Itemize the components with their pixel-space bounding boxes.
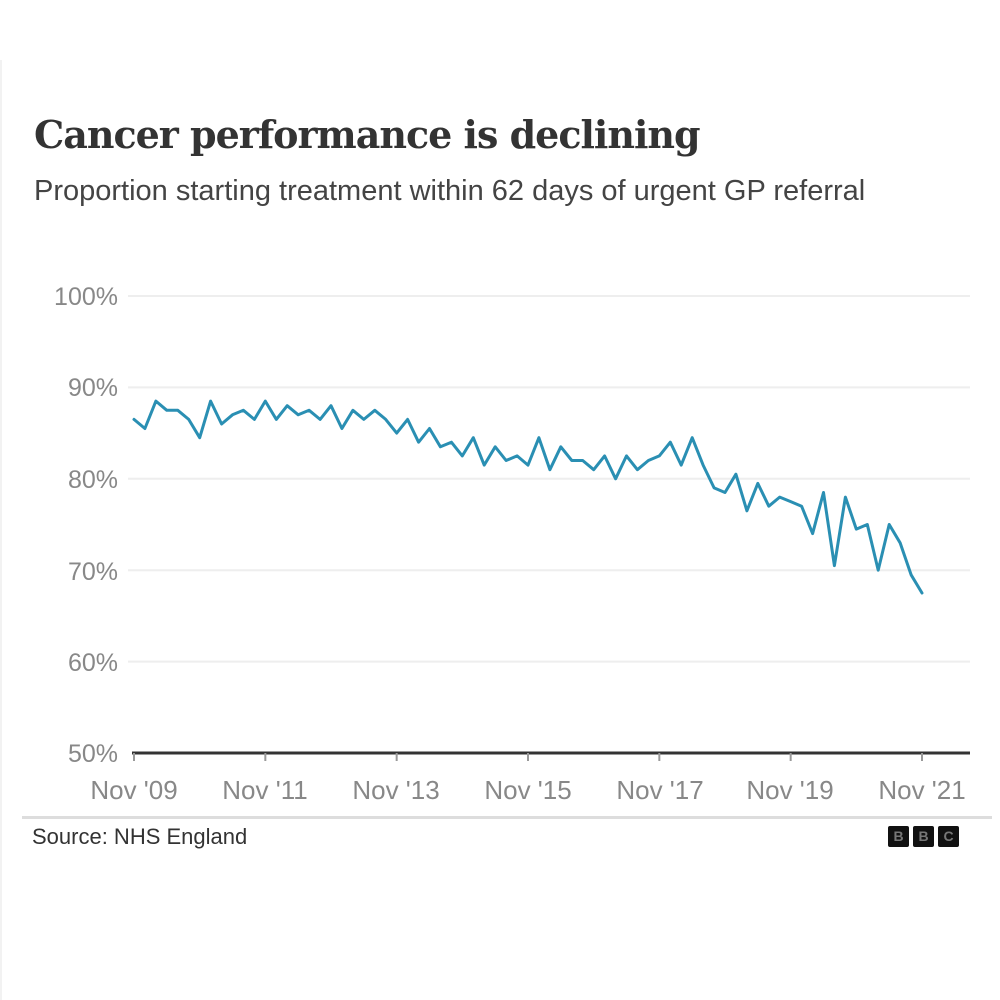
bbc-logo-c: C xyxy=(938,826,959,847)
bbc-logo-b2: B xyxy=(913,826,934,847)
footer-divider xyxy=(22,816,992,819)
chart-subtitle: Proportion starting treatment within 62 … xyxy=(34,175,866,207)
y-tick-80: 80% xyxy=(67,466,118,494)
x-tick-nov-13: Nov '13 xyxy=(352,775,440,805)
y-tick-90: 90% xyxy=(67,374,118,402)
y-tick-70: 70% xyxy=(67,558,118,586)
y-tick-100: 100% xyxy=(54,283,118,311)
x-tick-nov-21: Nov '21 xyxy=(878,775,966,805)
y-tick-60: 60% xyxy=(67,649,118,677)
x-tick-nov-19: Nov '19 xyxy=(746,775,834,805)
x-axis xyxy=(132,751,970,761)
series-line xyxy=(132,399,924,595)
bbc-logo: B B C xyxy=(888,826,959,847)
chart-title: Cancer performance is declining xyxy=(34,112,701,157)
bbc-logo-b1: B xyxy=(888,826,909,847)
x-tick-nov-15: Nov '15 xyxy=(484,775,572,805)
left-border xyxy=(0,60,2,1000)
x-tick-nov-17: Nov '17 xyxy=(616,775,704,805)
y-tick-50: 50% xyxy=(67,740,118,768)
x-tick-nov-09: Nov '09 xyxy=(90,775,178,805)
source-note: Source: NHS England xyxy=(32,824,248,849)
gridlines xyxy=(128,295,970,663)
x-tick-nov-11: Nov '11 xyxy=(222,775,308,805)
